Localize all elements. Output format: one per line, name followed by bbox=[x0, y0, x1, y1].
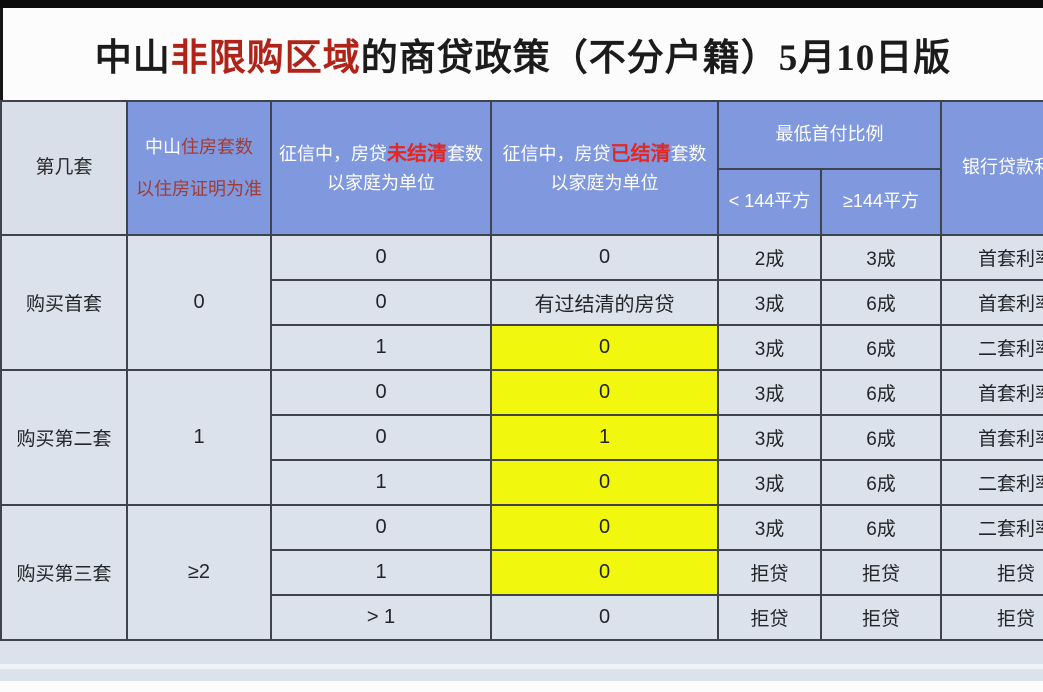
header-unpaid-loans-line2: 以家庭为单位 bbox=[327, 172, 435, 193]
cell-unpaid: 0 bbox=[270, 279, 492, 326]
table-row: 购买第三套 ≥2 0 0 3成 6成 二套利率 bbox=[0, 504, 1043, 641]
header-paid-loans-line2: 以家庭为单位 bbox=[550, 172, 659, 193]
title-suffix: 的商贷政策（不分户籍）5月10日版 bbox=[360, 38, 952, 79]
table-row: 1 0 3成 6成 二套利率 bbox=[1, 459, 1043, 506]
cell-rate: 二套利率 bbox=[940, 459, 1043, 506]
cell-paid: 0 bbox=[490, 594, 719, 641]
cell-group-count: 1 bbox=[126, 369, 272, 506]
cell-paid: 0 bbox=[490, 369, 719, 416]
cell-dp-lt144: 3成 bbox=[717, 459, 822, 506]
header-zhongshan-house-count-line2: 以住房证明为准 bbox=[136, 179, 262, 199]
page-title: 中山 非限购区域 的商贷政策（不分户籍）5月10日版 bbox=[0, 8, 1043, 100]
header-paid-loans-line1: 征信中，房贷已结清套数 bbox=[502, 142, 707, 165]
cell-paid: 0 bbox=[490, 459, 719, 506]
cell-rate: 二套利率 bbox=[940, 504, 1043, 551]
title-prefix: 中山 bbox=[94, 38, 171, 79]
cell-unpaid: 1 bbox=[270, 459, 492, 506]
cell-dp-ge144: 6成 bbox=[820, 369, 942, 416]
cell-dp-ge144: 拒贷 bbox=[820, 594, 942, 641]
table-row: 1 0 拒贷 拒贷 拒贷 bbox=[1, 549, 1043, 596]
policy-table: 第几套 中山住房套数 以住房证明为准 征信中，房贷未结清套数 以家庭为单位 征信… bbox=[0, 100, 1043, 641]
table-row: 购买首套 0 0 0 2成 3成 首套利率 bbox=[0, 234, 1043, 371]
table-row: > 1 0 拒贷 拒贷 拒贷 bbox=[1, 594, 1043, 641]
cell-paid: 0 bbox=[490, 324, 719, 371]
table-row: 0 1 3成 6成 首套利率 bbox=[1, 414, 1043, 461]
cell-rate: 首套利率 bbox=[940, 234, 1043, 281]
header-which-property: 第几套 bbox=[0, 100, 128, 236]
cell-dp-lt144: 3成 bbox=[717, 324, 822, 371]
cell-dp-lt144: 3成 bbox=[717, 504, 822, 551]
header-unpaid-loans: 征信中，房贷未结清套数 以家庭为单位 bbox=[270, 100, 492, 236]
table-row: 1 0 3成 6成 二套利率 bbox=[1, 324, 1043, 371]
cell-dp-ge144: 6成 bbox=[820, 504, 942, 551]
cell-dp-ge144: 6成 bbox=[820, 414, 942, 461]
cell-dp-lt144: 3成 bbox=[717, 414, 822, 461]
cell-group-count: ≥2 bbox=[126, 504, 272, 641]
cell-rate: 拒贷 bbox=[940, 549, 1043, 596]
cell-dp-lt144: 拒贷 bbox=[717, 594, 822, 641]
header-paid-loans: 征信中，房贷已结清套数 以家庭为单位 bbox=[490, 100, 719, 236]
cell-unpaid: 0 bbox=[270, 504, 492, 551]
cell-group-label: 购买首套 bbox=[0, 234, 128, 371]
header-bank-rate: 银行贷款利率 bbox=[940, 100, 1043, 236]
cell-rate: 首套利率 bbox=[940, 369, 1043, 416]
cell-dp-ge144: 6成 bbox=[820, 279, 942, 326]
cell-dp-ge144: 拒贷 bbox=[820, 549, 942, 596]
cell-rate: 首套利率 bbox=[940, 279, 1043, 326]
cell-rate: 二套利率 bbox=[940, 324, 1043, 371]
cell-dp-lt144: 3成 bbox=[717, 279, 822, 326]
cell-paid: 0 bbox=[490, 504, 719, 551]
table-row: 0 有过结清的房贷 3成 6成 首套利率 bbox=[1, 279, 1043, 326]
cell-dp-ge144: 6成 bbox=[820, 324, 942, 371]
cell-paid: 0 bbox=[490, 234, 719, 281]
cell-dp-lt144: 拒贷 bbox=[717, 549, 822, 596]
cell-paid: 1 bbox=[490, 414, 719, 461]
cell-unpaid: 0 bbox=[270, 414, 492, 461]
cell-group-label: 购买第二套 bbox=[0, 369, 128, 506]
cell-unpaid: 1 bbox=[270, 324, 492, 371]
cell-rate: 首套利率 bbox=[940, 414, 1043, 461]
cell-rate: 拒贷 bbox=[940, 594, 1043, 641]
footer-strip bbox=[0, 664, 1043, 669]
footer-band bbox=[0, 641, 1043, 681]
header-zhongshan-house-count: 中山住房套数 以住房证明为准 bbox=[126, 100, 272, 236]
cell-group-label: 购买第三套 bbox=[0, 504, 128, 641]
cell-dp-ge144: 6成 bbox=[820, 459, 942, 506]
header-lt-144: < 144平方 bbox=[717, 168, 822, 236]
title-highlight: 非限购区域 bbox=[170, 38, 361, 79]
header-zhongshan-house-count-line1: 中山住房套数 bbox=[145, 136, 253, 157]
cell-dp-lt144: 2成 bbox=[717, 234, 822, 281]
cell-unpaid: 0 bbox=[270, 369, 492, 416]
cell-unpaid: 0 bbox=[270, 234, 492, 281]
cell-unpaid: > 1 bbox=[270, 594, 492, 641]
cell-dp-lt144: 3成 bbox=[717, 369, 822, 416]
cell-unpaid: 1 bbox=[270, 549, 492, 596]
cell-paid: 0 bbox=[490, 549, 719, 596]
header-min-downpayment: 最低首付比例 bbox=[717, 100, 942, 170]
top-border-bar bbox=[0, 0, 1043, 8]
table-row: 购买第二套 1 0 0 3成 6成 首套利率 bbox=[0, 369, 1043, 506]
cell-group-count: 0 bbox=[126, 234, 272, 371]
cell-dp-ge144: 3成 bbox=[820, 234, 942, 281]
header-ge-144: ≥144平方 bbox=[820, 168, 942, 236]
cell-paid: 有过结清的房贷 bbox=[490, 279, 719, 326]
header-unpaid-loans-line1: 征信中，房贷未结清套数 bbox=[279, 142, 483, 165]
